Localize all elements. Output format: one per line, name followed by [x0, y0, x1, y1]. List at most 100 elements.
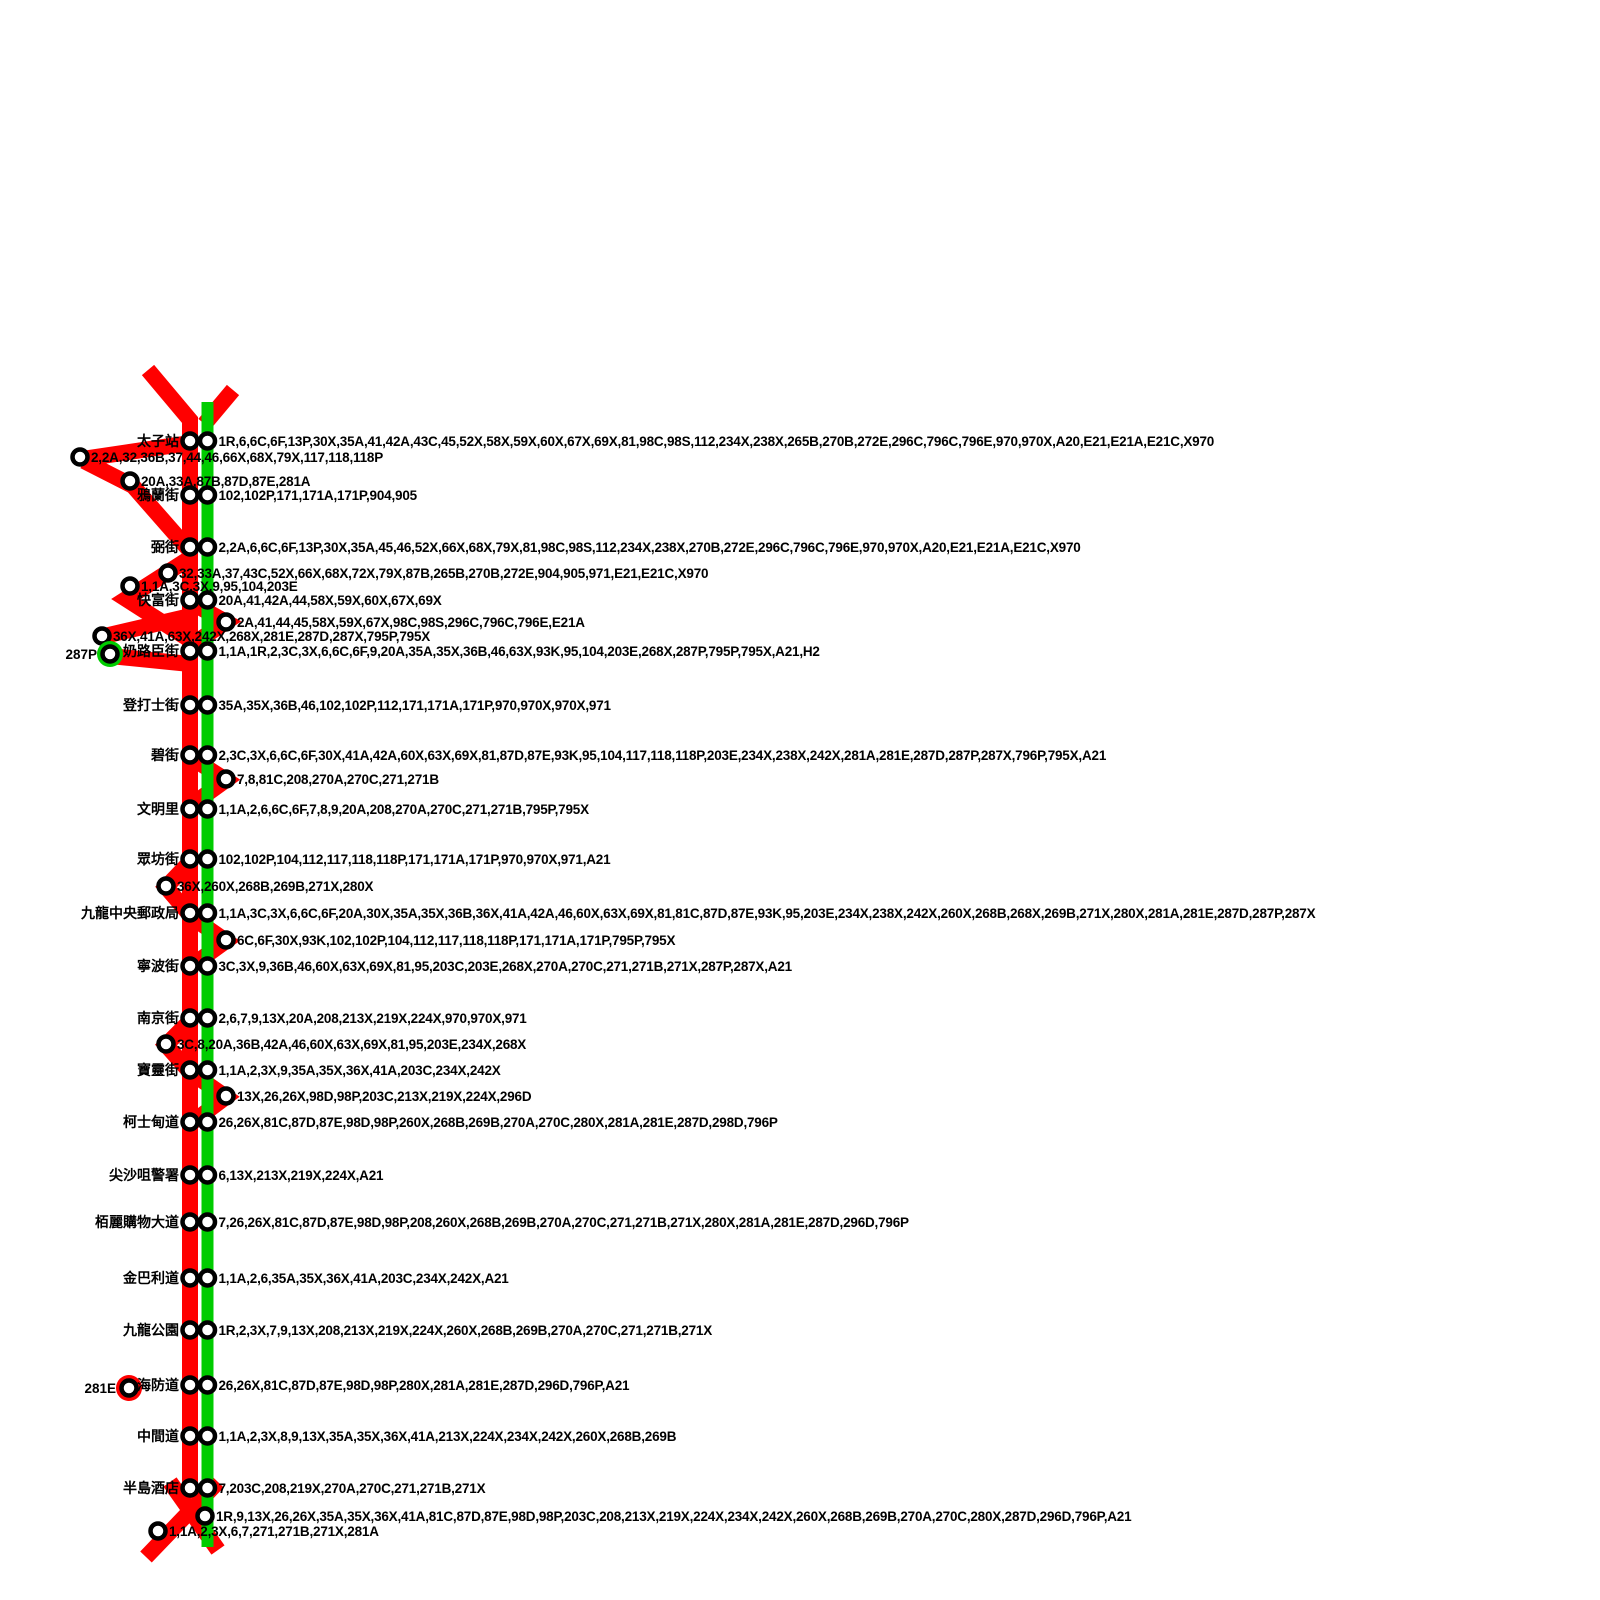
station-name: 眾坊街 — [136, 851, 179, 867]
offset-stop — [120, 576, 140, 596]
offset-stop — [158, 563, 178, 583]
terminus-stop — [119, 1378, 139, 1398]
offset-stop — [216, 769, 236, 789]
route-list: 1,1A,3C,3X,9,95,104,203E — [141, 579, 298, 594]
station-stop-green — [197, 799, 218, 819]
station-stop-red — [180, 641, 200, 661]
station-stop-red — [180, 485, 200, 505]
station-stop-green — [197, 903, 218, 923]
station-name: 快富街 — [137, 592, 179, 608]
station-name: 寶靈街 — [137, 1062, 179, 1078]
route-list: 1,1A,3C,3X,6,6C,6F,20A,30X,35A,35X,36B,3… — [219, 906, 1316, 921]
station-stop-red — [180, 1268, 200, 1288]
red-line-branch — [109, 648, 191, 672]
station-name: 中間道 — [137, 1428, 179, 1444]
station-stop-green — [197, 849, 218, 869]
station-stop-red — [180, 431, 200, 451]
route-list: 36X,41A,63X,242X,268X,281E,287D,287X,795… — [113, 629, 430, 644]
station-stop-red — [180, 537, 200, 557]
station-stop-red — [180, 745, 200, 765]
station-name: 九龍公園 — [122, 1322, 179, 1338]
station-stop-green — [197, 485, 218, 505]
station-name: 太子站 — [137, 433, 179, 449]
route-list: 7,8,81C,208,270A,270C,271,271B — [237, 772, 439, 787]
route-list: 102,102P,104,112,117,118,118P,171,171A,1… — [219, 852, 612, 867]
station-stop-red — [180, 799, 200, 819]
station-stop-red — [180, 903, 200, 923]
station-stop-green — [197, 537, 218, 557]
route-list: 1,1A,2,3X,9,35A,35X,36X,41A,203C,234X,24… — [219, 1063, 501, 1078]
route-list: 6C,6F,30X,93K,102,102P,104,112,117,118,1… — [237, 933, 675, 948]
route-list: 35A,35X,36B,46,102,102P,112,171,171A,171… — [219, 698, 612, 713]
station-stop-green — [197, 695, 218, 715]
station-stop-green — [197, 1268, 218, 1288]
offset-stop — [70, 447, 90, 467]
route-list: 20A,41,42A,44,58X,59X,60X,67X,69X — [219, 593, 442, 608]
station-name: 九龍中央郵政局 — [80, 905, 179, 921]
station-name: 碧街 — [150, 747, 179, 763]
station-stop-red — [180, 849, 200, 869]
station-stop-red — [180, 1320, 200, 1340]
offset-stop — [216, 612, 236, 632]
offset-stop — [92, 626, 112, 646]
station-name: 尖沙咀警署 — [109, 1167, 179, 1183]
offset-stop — [156, 1034, 176, 1054]
route-list: 1,1A,2,6,35A,35X,36X,41A,203C,234X,242X,… — [219, 1271, 510, 1286]
route-list: 32,33A,37,43C,52X,66X,68X,72X,79X,87B,26… — [179, 566, 708, 581]
station-stop-green — [197, 1375, 218, 1395]
route-list: 1R,9,13X,26,26X,35A,35X,36X,41A,81C,87D,… — [216, 1509, 1132, 1524]
station-stop-red — [180, 1426, 200, 1446]
station-stop-green — [197, 1008, 218, 1028]
station-stop-green — [197, 745, 218, 765]
station-name: 登打士街 — [122, 697, 179, 713]
station-name: 奶路臣街 — [123, 643, 179, 659]
station-name: 半島酒店 — [123, 1480, 179, 1496]
station-stop-red — [180, 1478, 200, 1498]
station-stop-green — [197, 1426, 218, 1446]
route-list: 1,1A,2,3X,8,9,13X,35A,35X,36X,41A,213X,2… — [219, 1429, 677, 1444]
station-stop-red — [180, 1212, 200, 1232]
station-stop-red — [180, 590, 200, 610]
station-stop-red — [180, 1112, 200, 1132]
station-name: 金巴利道 — [122, 1270, 179, 1286]
red-line-branch — [141, 364, 198, 432]
route-list: 26,26X,81C,87D,87E,98D,98P,260X,268B,269… — [219, 1115, 778, 1130]
station-stop-green — [197, 1320, 218, 1340]
station-stop-red — [180, 1375, 200, 1395]
station-stop-green — [197, 590, 218, 610]
offset-stop — [120, 471, 140, 491]
route-list: 1R,2,3X,7,9,13X,208,213X,219X,224X,260X,… — [219, 1323, 713, 1338]
station-name: 栢麗購物大道 — [95, 1214, 179, 1230]
route-list: 1,1A,2,6,6C,6F,7,8,9,20A,208,270A,270C,2… — [219, 802, 590, 817]
route-list: 102,102P,171,171A,171P,904,905 — [219, 488, 418, 503]
station-stop-red — [180, 956, 200, 976]
terminus-badge-label: 281E — [84, 1381, 116, 1396]
route-list: 2,6,7,9,13X,20A,208,213X,219X,224X,970,9… — [219, 1011, 528, 1026]
red-line-branch — [80, 435, 192, 467]
station-stop-red — [180, 1008, 200, 1028]
route-list: 26,26X,81C,87D,87E,98D,98P,280X,281A,281… — [219, 1378, 631, 1393]
station-stop-red — [180, 1060, 200, 1080]
route-list: 2,3C,3X,6,6C,6F,30X,41A,42A,60X,63X,69X,… — [219, 748, 1107, 763]
station-name: 南京街 — [137, 1010, 179, 1026]
route-list: 2,2A,32,36B,37,44,46,66X,68X,79X,117,118… — [91, 450, 383, 465]
station-stop-green — [197, 956, 218, 976]
route-list: 2A,41,44,45,58X,59X,67X,98C,98S,296C,796… — [237, 615, 585, 630]
station-stop-green — [197, 1478, 218, 1498]
station-stop-green — [197, 1212, 218, 1232]
station-stop-green — [197, 1165, 218, 1185]
route-list: 2,2A,6,6C,6F,13P,30X,35A,45,46,52X,66X,6… — [219, 540, 1081, 555]
station-stop-red — [180, 1165, 200, 1185]
route-list: 3C,8,20A,36B,42A,46,60X,63X,69X,81,95,20… — [177, 1037, 526, 1052]
route-list: 7,203C,208,219X,270A,270C,271,271B,271X — [219, 1481, 486, 1496]
route-list: 7,26,26X,81C,87D,87E,98D,98P,208,260X,26… — [219, 1215, 910, 1230]
station-stop-green — [197, 1060, 218, 1080]
station-name: 弼街 — [151, 539, 179, 555]
route-list: 1R,6,6C,6F,13P,30X,35A,41,42A,43C,45,52X… — [219, 434, 1215, 449]
route-list: 6,13X,213X,219X,224X,A21 — [219, 1168, 385, 1183]
offset-stop — [195, 1506, 215, 1526]
station-stop-red — [180, 695, 200, 715]
terminus-badge-label: 287P — [65, 647, 97, 662]
